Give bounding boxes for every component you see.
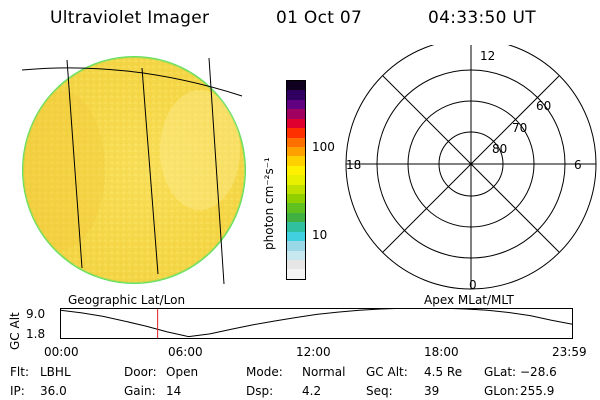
mlt-label-right: 6	[574, 158, 582, 172]
colorbar-segment	[287, 250, 305, 261]
colorbar-segment	[287, 118, 305, 129]
info-value: 4.5 Re	[424, 365, 463, 379]
colorbar-segment	[287, 90, 305, 100]
colorbar-segment	[287, 203, 305, 213]
colorbar-unit-label: photon cm⁻²s⁻¹	[262, 157, 276, 250]
y-tick-top: 9.0	[26, 307, 46, 321]
lat-label-80: 80	[492, 142, 507, 156]
latitude-line	[21, 67, 243, 97]
info-value: LBHL	[40, 365, 71, 379]
colorbar-segment	[287, 194, 305, 204]
info-label: GLat:	[484, 365, 517, 379]
orbit-plot-frame	[60, 308, 573, 339]
info-value: 36.0	[40, 384, 67, 398]
mlt-label-top: 12	[480, 49, 495, 63]
info-label: Flt:	[10, 365, 29, 379]
uv-image	[21, 56, 246, 285]
colorbar-segment	[287, 165, 305, 176]
colorbar-segment	[287, 99, 305, 110]
app-title: Ultraviolet Imager	[50, 8, 210, 28]
colorbar-segment	[287, 241, 305, 251]
geographic-label: Geographic Lat/Lon	[68, 293, 186, 307]
colorbar-segment	[287, 137, 305, 147]
info-label: Gain:	[124, 384, 156, 398]
orbit-plot	[60, 308, 573, 339]
colorbar-segment	[287, 81, 305, 91]
info-value: 14	[166, 384, 182, 398]
mlt-label-left: 18	[346, 158, 361, 172]
info-value: 4.2	[302, 384, 322, 398]
y-tick-bottom: 1.8	[26, 327, 46, 341]
lat-label-70: 70	[512, 121, 527, 135]
colorbar-segment	[287, 212, 305, 223]
date-label: 01 Oct 07	[276, 8, 363, 28]
colorbar-tick-100: 100	[312, 140, 335, 154]
x-tick-1200: 12:00	[296, 345, 331, 359]
longitude-line	[66, 59, 83, 269]
lat-label-60: 60	[536, 99, 551, 113]
time-label: 04:33:50 UT	[428, 8, 536, 28]
colorbar-tick-10: 10	[312, 228, 328, 242]
info-label: Mode:	[246, 365, 283, 379]
info-value: −28.6	[520, 365, 557, 379]
colorbar-segment	[287, 231, 305, 242]
apex-label: Apex MLat/MLT	[424, 293, 514, 307]
colorbar-segment	[287, 184, 305, 195]
polar-grid: 12 18 6 0 60 70 80	[345, 45, 597, 292]
altitude-line	[60, 308, 573, 338]
info-value: 255.9	[520, 384, 555, 398]
longitude-line	[208, 57, 225, 285]
colorbar-segment	[287, 146, 305, 157]
colorbar-segment	[287, 156, 305, 166]
info-value: Normal	[302, 365, 346, 379]
info-label: GLon:	[484, 384, 519, 398]
info-label: Dsp:	[246, 384, 274, 398]
colorbar-segment	[287, 175, 305, 185]
x-tick-0000: 00:00	[44, 345, 79, 359]
colorbar-segment	[287, 222, 305, 232]
colorbar-segment	[287, 260, 305, 270]
y-axis-label: GC Alt	[8, 312, 22, 350]
x-tick-2359: 23:59	[552, 345, 587, 359]
mlt-label-bottom: 0	[469, 278, 477, 292]
info-value: Open	[166, 365, 199, 379]
x-tick-1800: 18:00	[424, 345, 459, 359]
info-value: 39	[424, 384, 440, 398]
polar-diagonal	[382, 75, 560, 253]
colorbar-segment	[287, 269, 305, 279]
colorbar-segment	[287, 128, 305, 138]
colorbar	[286, 80, 306, 280]
info-label: GC Alt:	[366, 365, 408, 379]
x-tick-0600: 06:00	[168, 345, 203, 359]
info-label: Door:	[124, 365, 157, 379]
longitude-line	[141, 67, 159, 275]
colorbar-segment	[287, 109, 305, 119]
info-label: Seq:	[366, 384, 393, 398]
info-label: IP:	[10, 384, 25, 398]
